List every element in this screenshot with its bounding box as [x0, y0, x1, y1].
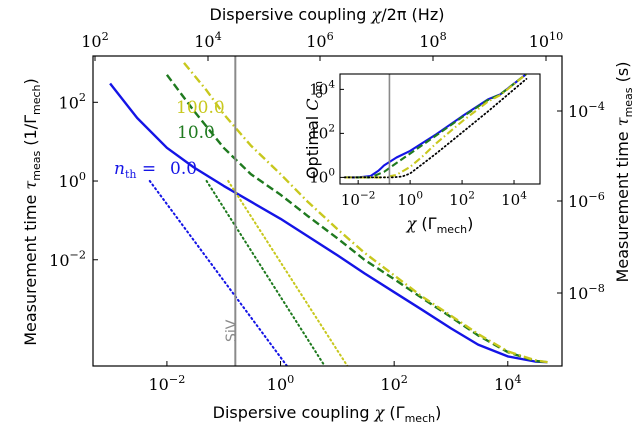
x-axis-title: Dispersive coupling χ (Γmech)	[213, 403, 442, 425]
inset-x-tick-label-2: 102	[449, 189, 475, 209]
y-axis-title: Measurement time τmeas (1/Γmech)	[21, 78, 43, 346]
top-tick-label-2: 106	[306, 30, 333, 51]
label-nth-prefix: nth =	[114, 159, 156, 181]
inset-x-tick-label-0: 10−2	[341, 189, 376, 209]
inset-x-tick-label-3: 104	[501, 189, 527, 209]
series-label-100: 100.0	[176, 98, 225, 118]
inset-x-tick-label-1: 100	[397, 189, 423, 209]
inset-x-axis-title: χ (Γmech)	[406, 214, 474, 236]
x-tick-label-0: 10−2	[148, 373, 185, 394]
main-series-5	[228, 181, 347, 366]
series-label-0: 0.0	[170, 159, 197, 179]
y-tick-label-2: 102	[59, 91, 86, 112]
series-label-10: 10.0	[177, 123, 215, 143]
right-tick-label-1: 10−6	[568, 190, 605, 211]
top-tick-label-3: 108	[419, 30, 446, 51]
right-axis-title: Measurement time τmeas (s)	[613, 62, 635, 283]
inset-y-axis-title: Optimal Com	[303, 81, 325, 179]
x-tick-label-2: 102	[380, 373, 407, 394]
main-series-3	[150, 181, 287, 366]
x-tick-label-1: 100	[267, 373, 294, 394]
x-tick-label-3: 104	[494, 373, 521, 394]
top-tick-label-1: 104	[194, 30, 221, 51]
y-tick-label-1: 100	[59, 170, 86, 191]
right-tick-label-0: 10−4	[568, 100, 605, 121]
top-tick-label-0: 102	[81, 30, 108, 51]
siv-label: SiV	[224, 319, 240, 342]
y-tick-label-0: 10−2	[49, 249, 86, 270]
top-tick-label-4: 1010	[529, 30, 564, 51]
top-axis-title: Dispersive coupling χ/2π (Hz)	[210, 5, 445, 24]
main-chart: 10−2 100 102 104 10−2 100 102 102 104 106 108 1010 1…	[21, 5, 635, 425]
inset-background	[340, 74, 540, 184]
right-tick-label-2: 10−8	[568, 282, 605, 303]
